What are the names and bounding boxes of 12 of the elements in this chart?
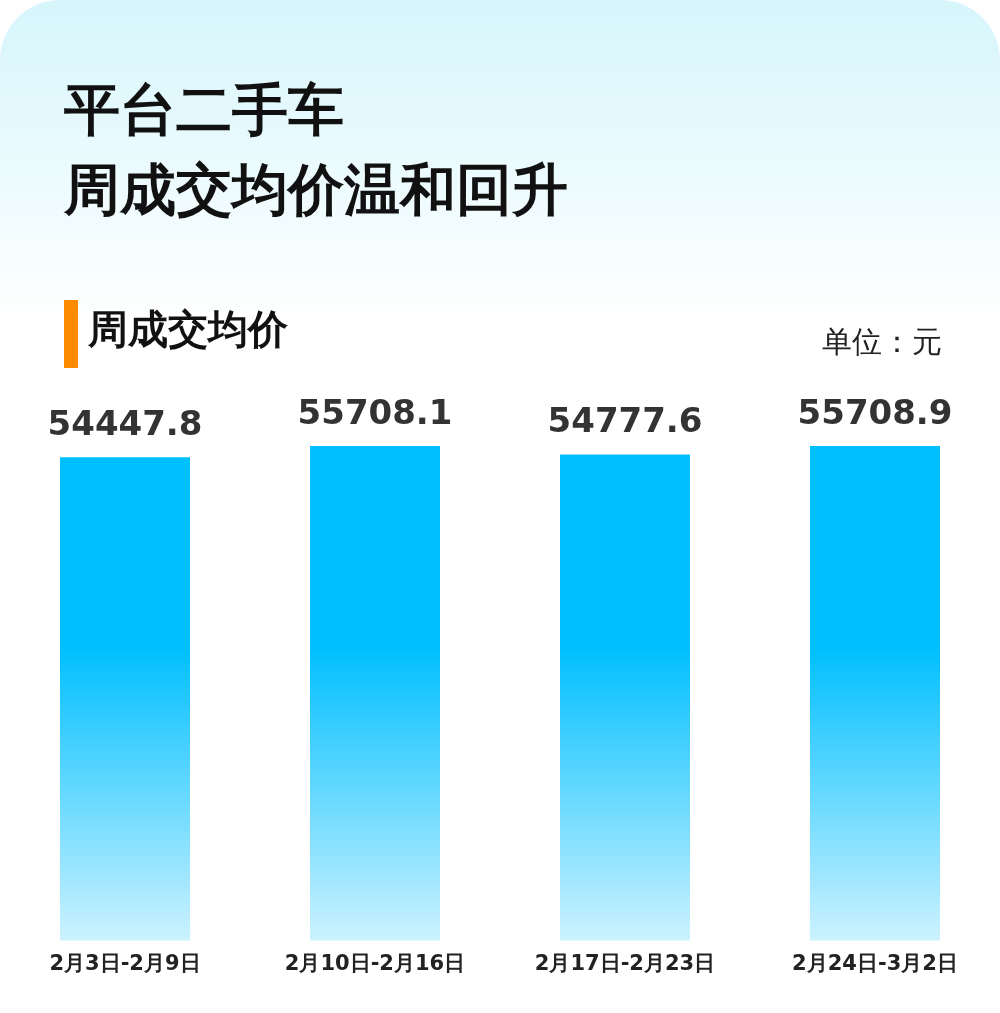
chart-subtitle: 周成交均价温和回升 [64, 156, 568, 224]
text: 周成交均价 [88, 305, 288, 354]
text: 单位：元 [822, 323, 942, 361]
chart-title: 平台二手车 [64, 76, 345, 144]
data-label: 55708.1 [297, 391, 453, 432]
data-label: 55708.9 [797, 391, 953, 432]
data-label: 54447.8 [47, 403, 203, 444]
x-tick-label: 2月3日-2月9日 [49, 950, 201, 975]
x-tick-label: 2月10日-2月16日 [284, 950, 466, 975]
x-tick-label: 2月24日-3月2日 [792, 950, 958, 975]
x-tick-label: 2月17日-2月23日 [534, 950, 716, 975]
data-label: 54777.6 [547, 400, 703, 441]
